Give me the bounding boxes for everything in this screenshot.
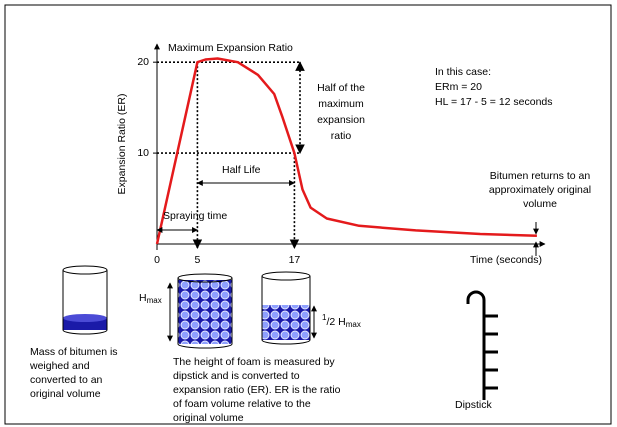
half-sub: max (346, 320, 361, 329)
x-tick-label: 17 (289, 254, 301, 266)
dipstick-label: Dipstick (455, 399, 493, 411)
returns-label: approximately original (489, 184, 591, 196)
case-label: HL = 17 - 5 = 12 seconds (435, 96, 553, 108)
caption-foam: expansion ratio (ER). ER is the ratio (173, 384, 341, 396)
curve (155, 57, 537, 245)
hmax-label: Hmax (139, 292, 162, 305)
returns-label: Bitumen returns to an (490, 170, 591, 182)
half-max-label: Half of the (317, 82, 365, 94)
y-tick-label: 20 (137, 56, 149, 68)
cylinder-half-foam (261, 271, 311, 345)
caption-foam: of foam volume relative to the (173, 398, 311, 410)
dipstick-icon (466, 290, 498, 400)
half-max-label: maximum (318, 98, 364, 110)
half-max-label: ratio (331, 130, 352, 142)
caption-mass: original volume (30, 388, 101, 400)
y-axis-label: Expansion Ratio (ER) (116, 94, 128, 195)
caption-foam: dipstick and is converted to (173, 370, 300, 382)
x-axis-label: Time (seconds) (470, 254, 542, 266)
half-hmax-label: 1/2 Hmax (322, 313, 361, 329)
caption-mass: weighed and (29, 360, 90, 372)
cylinder-full-foam (177, 273, 233, 349)
case-label: In this case: (435, 66, 491, 78)
case-label: ERm = 20 (435, 81, 482, 93)
max-ratio-label: Maximum Expansion Ratio (168, 42, 293, 54)
y-tick-label: 10 (137, 147, 149, 159)
hmax-main: H (139, 292, 147, 304)
x-tick-label: 5 (194, 254, 200, 266)
caption-mass: Mass of bitumen is (30, 346, 118, 358)
caption-mass: converted to an (30, 374, 103, 386)
x-tick-label: 0 (154, 254, 160, 266)
hmax-sub: max (147, 296, 162, 305)
half-main: /2 H (326, 316, 345, 328)
half-num: 1 (322, 313, 327, 322)
cylinder-bitumen (62, 265, 108, 335)
chart: Time (seconds) Expansion Ratio (ER) 10 20 0 5… (116, 42, 591, 266)
returns-label: volume (523, 198, 557, 210)
half-max-label: expansion (317, 114, 365, 126)
spraying-label: Spraying time (163, 210, 227, 222)
caption-foam: The height of foam is measured by (173, 356, 335, 368)
frame (4, 4, 612, 425)
caption-foam: original volume (173, 412, 244, 424)
half-life-label: Half Life (222, 164, 261, 176)
captions: Mass of bitumen is weighed and converted t… (29, 346, 341, 424)
